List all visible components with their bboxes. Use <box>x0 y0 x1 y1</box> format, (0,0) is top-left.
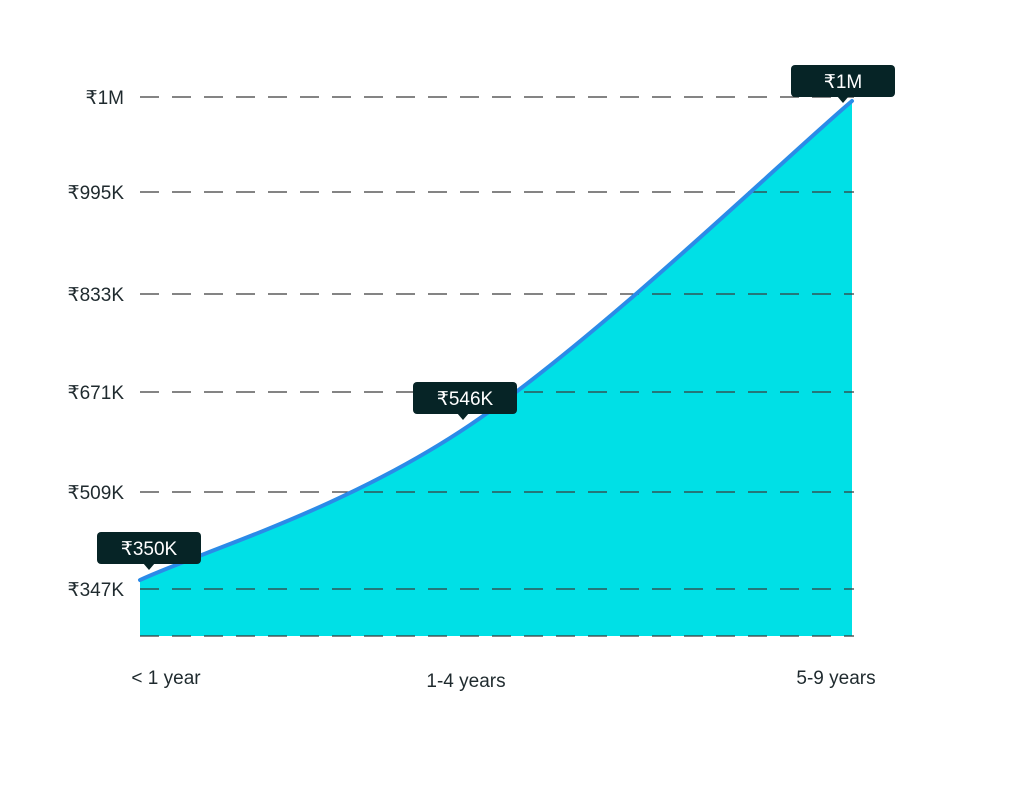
callout-pointer <box>837 96 849 103</box>
callout-value-label: ₹546K <box>437 389 494 410</box>
y-tick-label: ₹995K <box>68 183 125 204</box>
y-tick-label: ₹833K <box>68 285 125 306</box>
value-callout: ₹1M <box>791 65 895 103</box>
x-tick-label: < 1 year <box>131 668 201 689</box>
area-fill <box>140 101 852 636</box>
data-callouts: ₹350K ₹546K ₹1M <box>97 65 895 570</box>
callout-pointer <box>143 563 155 570</box>
y-axis-tick-labels: ₹347K ₹509K ₹671K ₹833K ₹995K ₹1M <box>68 88 125 601</box>
callout-pointer <box>457 413 469 420</box>
x-tick-label: 1-4 years <box>426 671 505 692</box>
callout-value-label: ₹350K <box>121 539 178 560</box>
value-callout: ₹546K <box>413 382 517 420</box>
x-tick-label: 5-9 years <box>796 668 875 689</box>
callout-box <box>97 532 201 564</box>
y-tick-label: ₹671K <box>68 383 125 404</box>
callout-box <box>413 382 517 414</box>
y-tick-label: ₹347K <box>68 580 125 601</box>
value-callout: ₹350K <box>97 532 201 570</box>
y-tick-label: ₹509K <box>68 483 125 504</box>
x-axis-tick-labels: < 1 year 1-4 years 5-9 years <box>131 668 875 692</box>
grid-lines <box>140 96 854 637</box>
callout-value-label: ₹1M <box>824 72 862 93</box>
y-tick-label: ₹1M <box>86 88 124 109</box>
series-line <box>138 99 854 582</box>
callout-box <box>791 65 895 97</box>
